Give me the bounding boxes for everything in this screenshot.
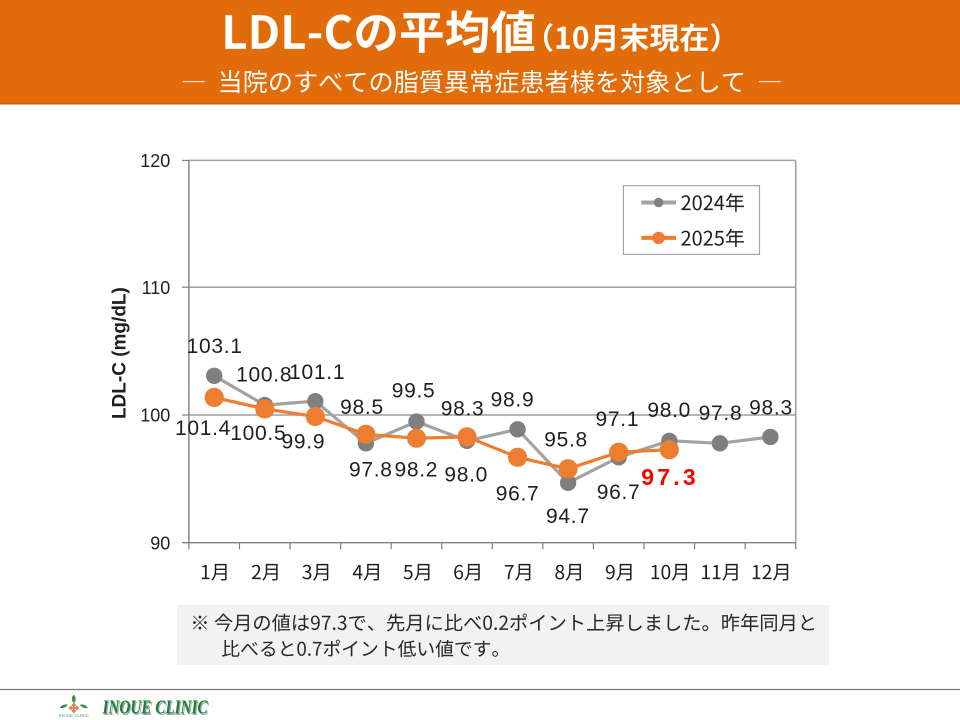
svg-text:INOUE CLINIC: INOUE CLINIC [102, 697, 208, 719]
svg-text:120: 120 [140, 151, 170, 171]
svg-text:100: 100 [140, 406, 170, 426]
svg-text:98.3: 98.3 [749, 397, 793, 420]
svg-text:110: 110 [142, 278, 171, 298]
svg-text:101.1: 101.1 [289, 361, 345, 384]
svg-text:100.8: 100.8 [236, 363, 292, 386]
svg-text:97.8: 97.8 [349, 459, 393, 482]
svg-text:98.0: 98.0 [647, 399, 691, 422]
svg-text:101.4: 101.4 [175, 417, 231, 440]
svg-text:97.3: 97.3 [641, 464, 699, 490]
svg-text:96.7: 96.7 [496, 483, 540, 506]
svg-text:103.1: 103.1 [187, 335, 243, 358]
svg-text:100.5: 100.5 [230, 422, 286, 445]
svg-text:98.2: 98.2 [394, 459, 438, 482]
svg-text:INOUE CLINIC: INOUE CLINIC [59, 713, 89, 718]
svg-text:97.8: 97.8 [699, 402, 743, 425]
svg-text:97.1: 97.1 [596, 408, 640, 431]
svg-text:94.7: 94.7 [546, 505, 590, 528]
svg-text:98.0: 98.0 [444, 464, 488, 487]
svg-text:98.9: 98.9 [491, 389, 535, 412]
svg-text:95.8: 95.8 [544, 429, 588, 452]
svg-text:98.5: 98.5 [340, 396, 384, 419]
svg-text:98.3: 98.3 [441, 398, 485, 421]
svg-text:LDL-C (mg/dL): LDL-C (mg/dL) [110, 287, 131, 419]
svg-text:90: 90 [150, 533, 170, 553]
svg-text:INOUE CLINIC: INOUE CLINIC [103, 698, 209, 720]
svg-text:99.5: 99.5 [392, 380, 436, 403]
svg-text:99.9: 99.9 [282, 431, 326, 454]
svg-text:96.7: 96.7 [597, 481, 641, 504]
